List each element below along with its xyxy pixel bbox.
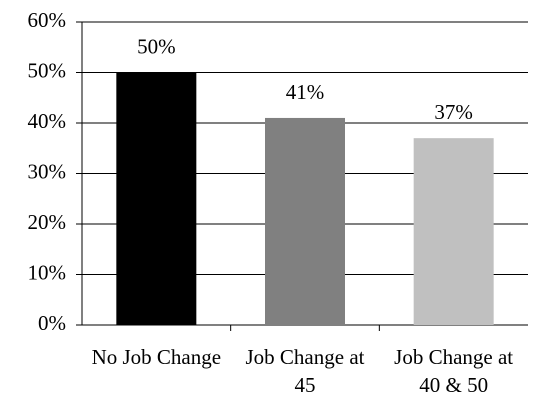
y-tick-label: 50% — [28, 58, 67, 82]
data-label: 37% — [434, 100, 473, 124]
x-tick-label: No Job Change — [91, 345, 222, 369]
y-tick-label: 40% — [28, 109, 67, 133]
bar — [413, 138, 494, 325]
y-tick-label: 20% — [28, 210, 67, 234]
bar — [116, 72, 197, 325]
y-tick-label: 10% — [28, 260, 67, 284]
data-label: 41% — [286, 80, 325, 104]
y-tick-label: 60% — [28, 8, 67, 32]
y-tick-label: 30% — [28, 159, 67, 183]
x-tick-label: Job Change at 40 & 50 — [394, 345, 514, 397]
bar — [265, 117, 345, 325]
y-tick-label: 0% — [38, 311, 66, 335]
data-label: 50% — [137, 34, 176, 58]
x-tick-label: Job Change at 45 — [245, 345, 365, 397]
